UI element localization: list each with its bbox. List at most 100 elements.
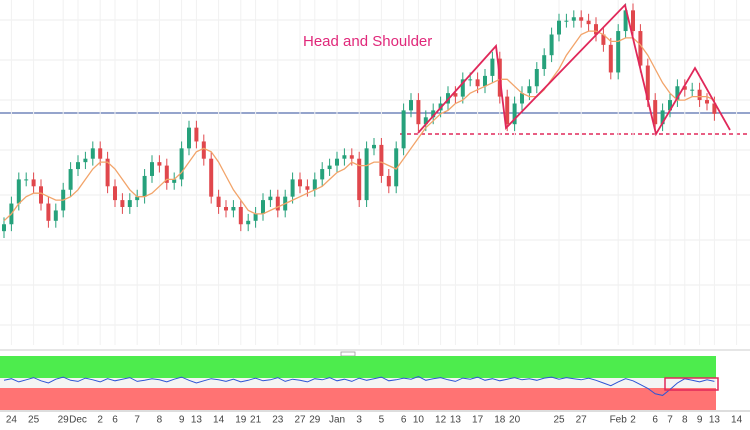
candle-body xyxy=(53,210,58,221)
candle-body xyxy=(534,69,539,87)
candle-body xyxy=(216,196,221,207)
x-tick-label: 10 xyxy=(413,415,425,426)
candle-body xyxy=(564,20,569,22)
x-tick-label: 8 xyxy=(682,415,688,426)
candle-body xyxy=(453,93,458,97)
candle-body xyxy=(431,110,436,118)
candle-body xyxy=(616,31,621,73)
candle-body xyxy=(631,10,635,32)
mid-band xyxy=(0,378,716,388)
x-tick-label: 14 xyxy=(731,415,743,426)
candle-body xyxy=(690,89,695,91)
candle-body xyxy=(682,86,687,90)
x-tick-label: 6 xyxy=(112,415,118,426)
candle-body xyxy=(275,196,280,211)
candle-body xyxy=(579,17,584,21)
candle-body xyxy=(342,155,347,159)
candle-body xyxy=(712,103,717,114)
pane-handle[interactable] xyxy=(340,351,356,357)
candle-body xyxy=(24,179,29,181)
x-tick-label: Jan xyxy=(329,415,345,426)
candle-body xyxy=(349,155,354,159)
x-tick-label: 23 xyxy=(272,415,284,426)
candle-body xyxy=(357,158,362,201)
x-tick-label: 13 xyxy=(191,415,203,426)
annotation: Head and Shoulder xyxy=(303,33,432,50)
candle-body xyxy=(76,162,80,170)
x-tick-label: 6 xyxy=(652,415,658,426)
candle-body xyxy=(557,20,561,35)
candle-body xyxy=(386,175,391,187)
candle-body xyxy=(164,165,169,183)
candle-body xyxy=(305,186,310,190)
x-tick-label: 13 xyxy=(709,415,721,426)
candle-body xyxy=(268,196,273,201)
candle-body xyxy=(172,179,177,183)
x-tick-label: 20 xyxy=(509,415,521,426)
candle-body xyxy=(697,89,702,101)
candle-body xyxy=(194,127,199,142)
candle-body xyxy=(401,110,406,149)
candle-body xyxy=(142,175,147,197)
plot xyxy=(2,0,738,345)
x-tick-label: 24 xyxy=(6,415,18,426)
candle-body xyxy=(653,100,658,125)
candle-body xyxy=(98,148,103,159)
candle-body xyxy=(231,207,236,211)
candle-body xyxy=(520,93,524,104)
candle-body xyxy=(209,158,214,197)
candle-body xyxy=(253,213,258,221)
candle-body xyxy=(83,158,88,163)
candle-body xyxy=(246,220,251,225)
candle-body xyxy=(668,100,672,111)
candle-body xyxy=(320,169,325,180)
candle-body xyxy=(394,148,399,187)
x-tick-label: 3 xyxy=(356,415,362,426)
x-tick-label: 25 xyxy=(553,415,565,426)
x-tick-label: 17 xyxy=(472,415,484,426)
x-tick-label: 7 xyxy=(134,415,140,426)
candle-body xyxy=(549,34,554,56)
x-axis: 24 25 29 Dec 2 6 7 8 9 13 14 19 21 23 27 29 Jan 3 5 6 10 12 13… xyxy=(6,415,743,426)
candle-body xyxy=(68,169,73,190)
x-tick-label: 14 xyxy=(213,415,225,426)
grid xyxy=(0,19,750,326)
x-tick-label: 9 xyxy=(179,415,185,426)
candle-body xyxy=(113,186,117,201)
candle-body xyxy=(409,100,413,111)
candle-body xyxy=(542,55,547,69)
candle-body xyxy=(298,179,302,187)
candle-body xyxy=(127,200,132,207)
candle-body xyxy=(327,165,332,170)
candle-body xyxy=(46,203,51,221)
candle-body xyxy=(135,196,140,201)
candle-body xyxy=(379,144,384,176)
x-tick-label: 5 xyxy=(379,415,385,426)
x-tick-label: 6 xyxy=(401,415,407,426)
candle-body xyxy=(608,44,613,73)
x-tick-label: 18 xyxy=(494,415,506,426)
candle-body xyxy=(312,179,317,190)
candle-body xyxy=(594,24,598,35)
x-tick-label: 21 xyxy=(250,415,262,426)
x-tick-label: 25 xyxy=(28,415,40,426)
candle-body xyxy=(290,179,295,197)
pattern-lines xyxy=(417,3,731,137)
candle-body xyxy=(490,58,495,76)
candle-body xyxy=(586,20,591,25)
candle-body xyxy=(120,200,125,207)
x-tick-label: 2 xyxy=(630,415,636,426)
x-tick-label: 19 xyxy=(235,415,247,426)
candle-body xyxy=(645,65,650,101)
candle-body xyxy=(90,148,95,159)
candle-body xyxy=(475,79,480,87)
oscillator-pane xyxy=(3,375,715,396)
highlight-box xyxy=(664,377,719,391)
candle-body xyxy=(105,158,110,187)
candle-body xyxy=(2,224,6,232)
candle-body xyxy=(201,141,206,159)
candle-body xyxy=(224,207,228,211)
x-tick-label: 7 xyxy=(667,415,673,426)
x-tick-label: 12 xyxy=(435,415,447,426)
